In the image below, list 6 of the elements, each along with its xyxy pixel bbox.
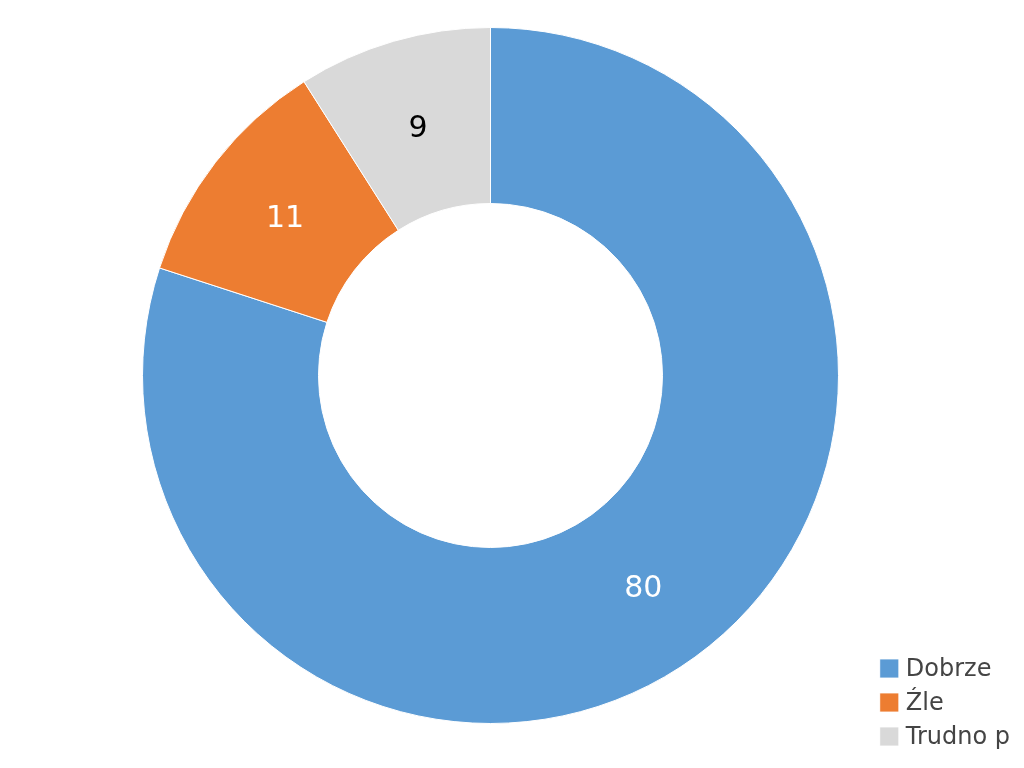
legend-label: Źle	[905, 688, 944, 716]
legend-label: Dobrze	[905, 654, 992, 682]
data-label: 9	[408, 108, 428, 144]
legend-label: Trudno p	[905, 722, 1010, 750]
data-label: 11	[265, 199, 305, 235]
data-label: 80	[624, 568, 663, 604]
